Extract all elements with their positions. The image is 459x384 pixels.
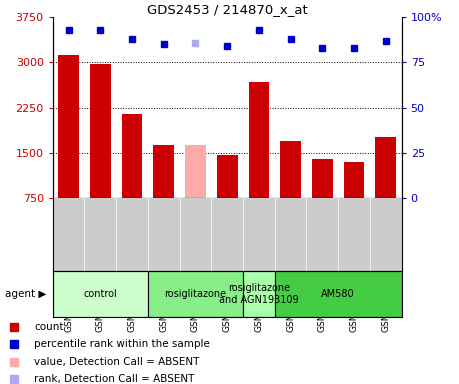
- Text: rosiglitazone
and AGN193109: rosiglitazone and AGN193109: [219, 283, 299, 305]
- Text: percentile rank within the sample: percentile rank within the sample: [34, 339, 210, 349]
- Bar: [312, 159, 333, 198]
- Text: AM580: AM580: [321, 289, 355, 299]
- Text: rank, Detection Call = ABSENT: rank, Detection Call = ABSENT: [34, 374, 195, 384]
- Bar: [53, 271, 148, 317]
- Bar: [148, 271, 243, 317]
- Bar: [280, 141, 301, 198]
- Text: count: count: [34, 321, 64, 331]
- Bar: [275, 271, 402, 317]
- Text: rosiglitazone: rosiglitazone: [164, 289, 227, 299]
- Bar: [58, 55, 79, 198]
- Bar: [185, 146, 206, 198]
- Bar: [344, 162, 364, 198]
- Bar: [375, 137, 396, 198]
- Text: value, Detection Call = ABSENT: value, Detection Call = ABSENT: [34, 357, 200, 367]
- Bar: [249, 82, 269, 198]
- Bar: [217, 155, 237, 198]
- Text: control: control: [84, 289, 117, 299]
- Text: agent ▶: agent ▶: [5, 289, 46, 299]
- Bar: [90, 64, 111, 198]
- Bar: [243, 271, 275, 317]
- Bar: [153, 146, 174, 198]
- Title: GDS2453 / 214870_x_at: GDS2453 / 214870_x_at: [147, 3, 308, 16]
- Bar: [122, 114, 142, 198]
